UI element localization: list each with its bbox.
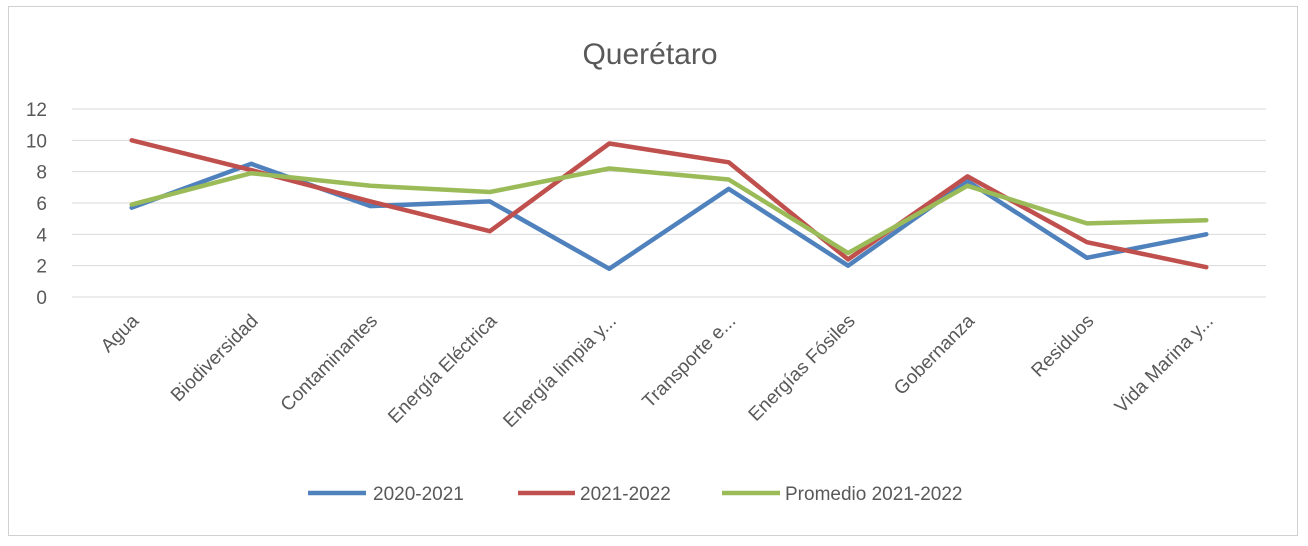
- y-tick-label: 0: [36, 288, 47, 309]
- y-tick-label: 6: [36, 194, 47, 215]
- x-category-label: Contaminantes: [277, 311, 382, 416]
- y-tick-label: 10: [26, 131, 47, 152]
- gridlines: [72, 108, 1266, 298]
- x-axis-categories: Agua Biodiversidad Contaminantes Energía El…: [97, 310, 1218, 432]
- x-category-label: Agua: [97, 310, 144, 357]
- x-category-label: Energías Fósiles: [745, 311, 860, 426]
- x-category-label: Residuos: [1028, 311, 1099, 382]
- y-axis-ticks: 0 2 4 6 8 10 12: [26, 100, 48, 309]
- series-line-3: [129, 166, 1209, 256]
- legend-label: 2021-2022: [580, 484, 671, 505]
- x-category-label: Energía Eléctrica: [384, 310, 501, 427]
- series-lines: [129, 138, 1209, 272]
- x-category-label: Vida Marina y...: [1111, 311, 1218, 418]
- legend-label: Promedio 2021-2022: [785, 484, 962, 505]
- chart-title: Querétaro: [582, 38, 717, 71]
- x-category-label: Transporte e...: [639, 311, 741, 413]
- x-category-label: Gobernanza: [890, 310, 979, 399]
- y-tick-label: 4: [36, 225, 47, 246]
- legend: 2020-2021 2021-2022 Promedio 2021-2022: [308, 484, 962, 505]
- chart-frame: [8, 6, 1298, 536]
- x-category-label: Energía limpia y...: [499, 311, 620, 432]
- y-tick-label: 12: [26, 100, 47, 121]
- legend-label: 2020-2021: [373, 484, 464, 505]
- series-line-2: [129, 138, 1209, 270]
- y-tick-label: 2: [36, 257, 47, 278]
- x-category-label: Biodiversidad: [167, 311, 263, 407]
- y-tick-label: 8: [36, 163, 47, 184]
